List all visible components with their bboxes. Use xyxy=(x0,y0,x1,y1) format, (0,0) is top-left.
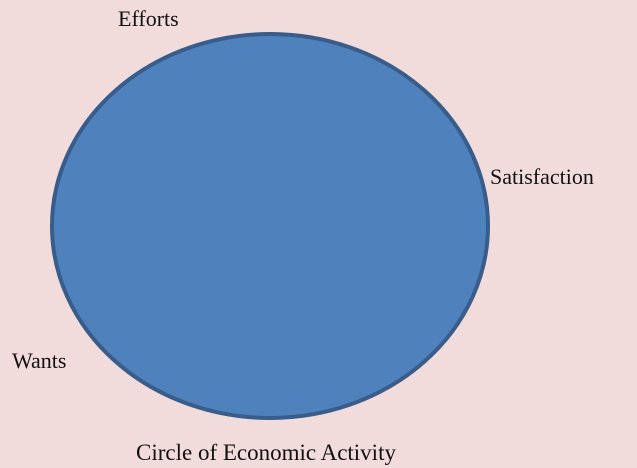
diagram-caption: Circle of Economic Activity xyxy=(136,440,396,465)
economic-activity-circle xyxy=(50,32,490,420)
wants-label: Wants xyxy=(12,348,67,373)
efforts-label: Efforts xyxy=(118,6,179,31)
satisfaction-label: Satisfaction xyxy=(490,164,594,189)
